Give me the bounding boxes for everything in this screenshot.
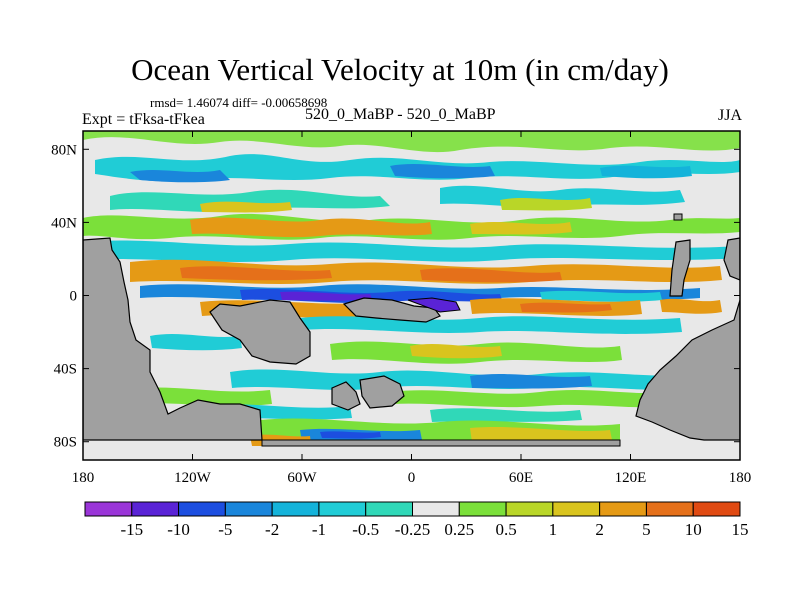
colorbar-label: -0.25 (395, 520, 430, 539)
colorbar-swatch (645, 501, 694, 517)
colorbar-swatch (178, 501, 226, 517)
x-tick-label: 60W (287, 470, 317, 486)
colorbar-swatch (505, 501, 554, 517)
chart-title: Ocean Vertical Velocity at 10m (in cm/da… (131, 52, 669, 87)
y-tick-label: 0 (70, 289, 78, 305)
colorbar-swatch (458, 501, 507, 517)
colorbar-label: 10 (685, 520, 702, 539)
colorbar-label: -15 (120, 520, 143, 539)
colorbar-label: 2 (595, 520, 604, 539)
colorbar-swatch (271, 501, 320, 517)
y-tick-label: 80S (54, 435, 77, 451)
y-tick-label: 40N (51, 215, 77, 231)
colorbar-swatch (84, 501, 133, 517)
colorbar-swatch (224, 501, 273, 517)
colorbar-swatch (412, 501, 460, 517)
colorbar-swatch (318, 501, 367, 517)
colorbar-label: 0.5 (495, 520, 516, 539)
colorbar-swatch (365, 501, 414, 517)
season-label: JJA (717, 107, 742, 124)
colorbar-label: 0.25 (444, 520, 474, 539)
case-label: 520_0_MaBP - 520_0_MaBP (305, 106, 496, 123)
colorbar-label: -5 (218, 520, 232, 539)
x-tick-label: 120E (615, 470, 647, 486)
colorbar-label: -10 (167, 520, 190, 539)
colorbar-swatch (131, 501, 180, 517)
colorbar-swatch (599, 501, 647, 517)
colorbar-swatch (692, 501, 741, 517)
colorbar-label: 1 (549, 520, 558, 539)
colorbar-label: -0.5 (352, 520, 379, 539)
x-tick-label: 60E (509, 470, 533, 486)
colorbar-swatch (552, 501, 601, 517)
y-tick-label: 40S (54, 362, 77, 378)
contour-patches (83, 131, 740, 446)
x-tick-label: 0 (408, 470, 416, 486)
colorbar-label: 5 (642, 520, 651, 539)
experiment-label: Expt = tFksa-tFkea (82, 111, 205, 128)
x-tick-label: 120W (174, 470, 212, 486)
x-tick-label: 180 (729, 470, 752, 486)
land-masks (83, 213, 740, 447)
y-tick-label: 80N (51, 142, 77, 158)
velocity-field (83, 131, 740, 460)
colorbar-label: -1 (312, 520, 326, 539)
x-tick-label: 180 (72, 470, 95, 486)
colorbar-label: -2 (265, 520, 279, 539)
stats-label: rmsd= 1.46074 diff= -0.00658698 (150, 95, 328, 110)
colorbar-label: 15 (732, 520, 749, 539)
